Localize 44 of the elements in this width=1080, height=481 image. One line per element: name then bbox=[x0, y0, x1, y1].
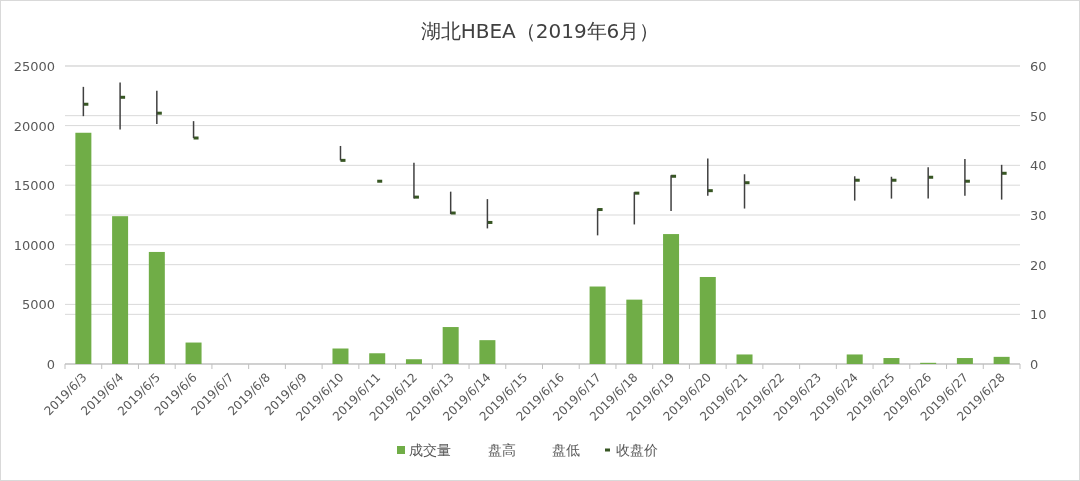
y-tick-label: 0 bbox=[46, 357, 55, 372]
text: 盘低 bbox=[552, 442, 580, 458]
point bbox=[854, 178, 860, 182]
y-tick-label: 15000 bbox=[13, 178, 55, 194]
bar bbox=[736, 354, 753, 364]
y-tick-label: 10000 bbox=[13, 237, 55, 253]
bar bbox=[846, 354, 863, 364]
y2-tick-label: 10 bbox=[1030, 307, 1047, 323]
legend-label: 收盘价 bbox=[616, 442, 658, 458]
bar bbox=[442, 327, 459, 364]
y2-tick-label: 60 bbox=[1030, 59, 1047, 74]
y-tick-label: 25000 bbox=[13, 59, 55, 74]
legend-label: 成交量 bbox=[409, 442, 451, 458]
point bbox=[340, 158, 346, 162]
bar bbox=[699, 276, 716, 364]
chart-title: 湖北HBEA（2019年6月） bbox=[420, 19, 660, 43]
bar bbox=[626, 299, 643, 364]
bar bbox=[993, 356, 1010, 364]
bar bbox=[663, 234, 680, 364]
point bbox=[1001, 171, 1007, 175]
bar bbox=[956, 358, 973, 364]
y2-tick-label: 20 bbox=[1030, 257, 1047, 273]
bar bbox=[369, 353, 386, 364]
point bbox=[377, 179, 383, 183]
point bbox=[450, 211, 456, 215]
y2-tick-label: 0 bbox=[1030, 357, 1039, 372]
bar bbox=[148, 251, 165, 364]
bar bbox=[332, 348, 349, 364]
bar bbox=[112, 216, 129, 364]
bar bbox=[185, 342, 202, 364]
point bbox=[744, 181, 750, 185]
y2-tick-label: 40 bbox=[1030, 158, 1047, 174]
point bbox=[597, 208, 603, 212]
y-tick-label: 20000 bbox=[13, 118, 55, 134]
bar bbox=[75, 132, 92, 364]
y-tick-label: 5000 bbox=[21, 297, 55, 313]
bar bbox=[883, 358, 900, 364]
bar bbox=[589, 286, 606, 364]
bar bbox=[479, 340, 496, 364]
bar bbox=[405, 359, 422, 364]
y2-tick-label: 30 bbox=[1030, 208, 1047, 223]
point bbox=[193, 136, 199, 140]
text: 盘高 bbox=[488, 442, 516, 458]
y2-tick-label: 50 bbox=[1030, 108, 1047, 124]
